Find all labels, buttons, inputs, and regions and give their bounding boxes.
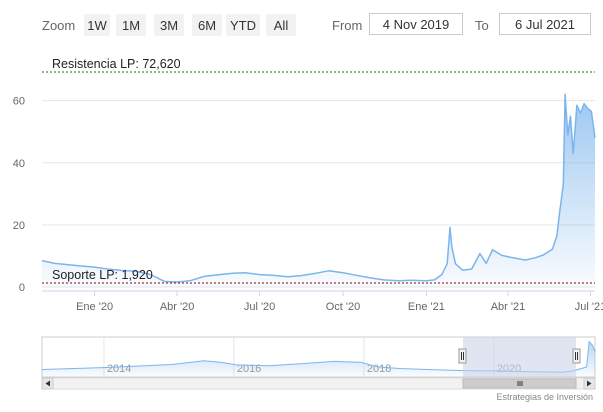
zoom-1w-button[interactable]: 1W bbox=[84, 14, 110, 36]
x-tick-label: Ene '20 bbox=[76, 301, 113, 313]
from-date-input[interactable]: 4 Nov 2019 bbox=[369, 13, 463, 35]
arrow-right-icon bbox=[587, 380, 592, 387]
zoom-1m-button[interactable]: 1M bbox=[116, 14, 146, 36]
y-tick-label: 0 bbox=[19, 282, 25, 294]
from-label: From bbox=[332, 18, 363, 33]
navigator-right-handle[interactable] bbox=[572, 348, 581, 364]
x-tick-label: Abr '21 bbox=[491, 301, 526, 313]
zoom-all-button[interactable]: All bbox=[266, 14, 296, 36]
zoom-3m-button[interactable]: 3M bbox=[154, 14, 184, 36]
arrow-left-icon bbox=[45, 380, 50, 387]
y-tick-label: 40 bbox=[13, 158, 25, 170]
navigator-selection[interactable] bbox=[463, 337, 576, 377]
series-line bbox=[41, 93, 596, 283]
scrollbar[interactable] bbox=[41, 377, 596, 390]
zoom-6m-button[interactable]: 6M bbox=[192, 14, 222, 36]
zoom-ytd-button[interactable]: YTD bbox=[226, 14, 260, 36]
range-selector: Zoom 1W 1M 3M 6M YTD All From 4 Nov 2019… bbox=[0, 0, 603, 50]
y-tick-label: 60 bbox=[13, 96, 25, 108]
x-tick-label: Jul '21 bbox=[575, 301, 603, 313]
navigator[interactable]: 2014201620182020 bbox=[41, 336, 596, 378]
x-tick-label: Oct '20 bbox=[326, 301, 361, 313]
resistance-label: Resistencia LP: 72,620 bbox=[52, 57, 181, 71]
navigator-area bbox=[42, 341, 595, 376]
x-tick-label: Jul '20 bbox=[244, 301, 275, 313]
to-label: To bbox=[475, 18, 489, 33]
navigator-left-handle[interactable] bbox=[458, 348, 467, 364]
zoom-label: Zoom bbox=[42, 18, 76, 33]
x-tick-label: Abr '20 bbox=[160, 301, 195, 313]
chart-credits[interactable]: Estrategias de Inversión bbox=[496, 392, 593, 402]
support-label: Soporte LP: 1,920 bbox=[52, 268, 153, 282]
y-tick-label: 20 bbox=[13, 220, 25, 232]
x-tick-label: Ene '21 bbox=[408, 301, 445, 313]
to-date-input[interactable]: 6 Jul 2021 bbox=[499, 13, 591, 35]
